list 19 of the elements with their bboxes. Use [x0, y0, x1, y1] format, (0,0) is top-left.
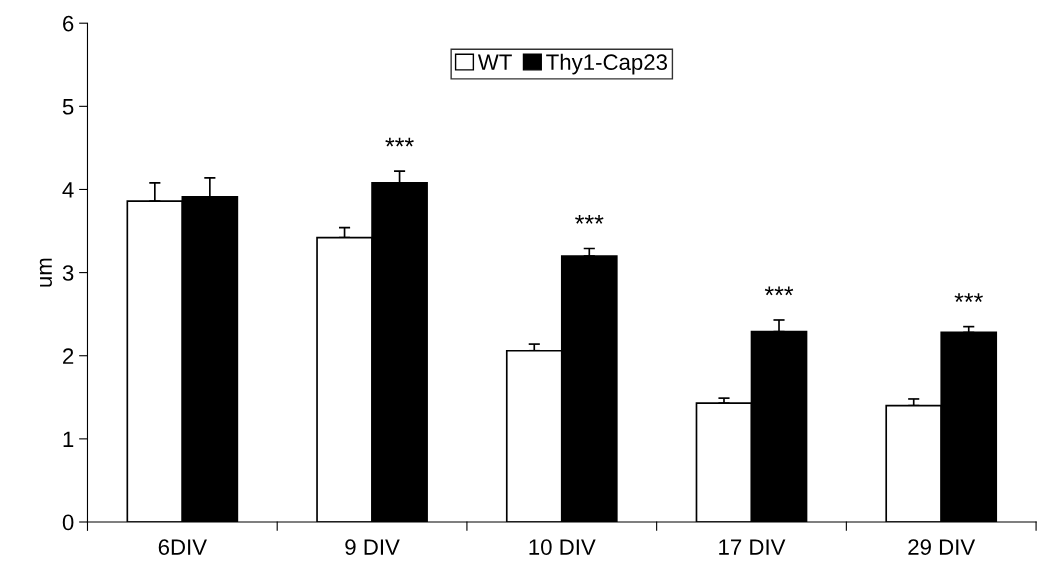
x-tick-label: 9 DIV: [345, 539, 400, 555]
annotation: ***: [954, 293, 983, 302]
x-tick-label: 17 DIV: [719, 539, 786, 555]
annotation: ***: [764, 286, 794, 296]
y-tick-label: 4: [62, 182, 74, 198]
y-axis-title: um: [39, 258, 52, 287]
y-tick-label: 3: [62, 265, 74, 281]
annotation: ***: [385, 137, 414, 147]
y-tick-label: 0: [62, 514, 74, 531]
x-tick-label: 6DIV: [158, 539, 207, 555]
y-tick-label: 5: [62, 99, 74, 115]
x-tick-label: 29 DIV: [908, 539, 976, 555]
y-tick-label: 6: [63, 15, 74, 32]
y-tick-label: 2: [63, 348, 74, 364]
annotation: ***: [575, 214, 604, 224]
y-tick-label: 1: [63, 431, 74, 447]
x-tick-label: 10 DIV: [529, 539, 596, 555]
legend-label: Thy1-Cap23: [546, 53, 668, 75]
legend-label: WT: [477, 54, 512, 70]
